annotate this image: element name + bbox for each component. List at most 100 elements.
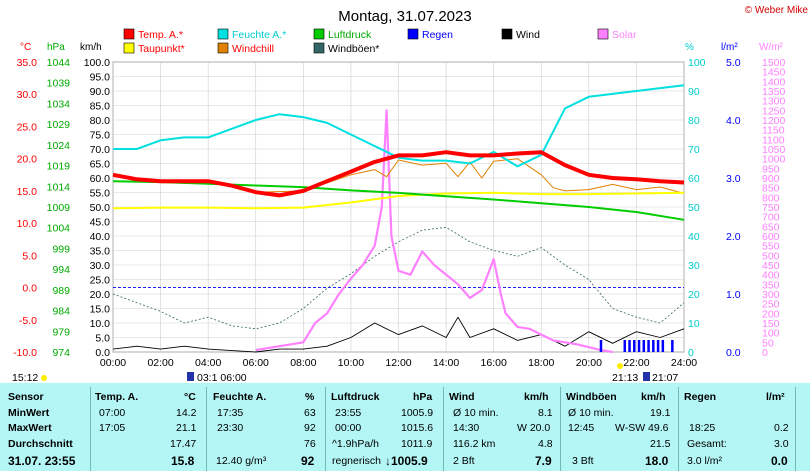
pressure-tick: 989 (52, 285, 70, 297)
gust-avg: 21.5 (650, 438, 671, 450)
solar-tick: 1350 (762, 86, 786, 98)
wind-tick: 90.0 (90, 86, 111, 98)
solar-tick: 500 (762, 250, 780, 262)
temp-min-time: 07:00 (99, 407, 126, 419)
wind-tick: 65.0 (90, 159, 111, 171)
legend-label: Temp. A.* (138, 29, 183, 41)
rain-tick: 5.0 (726, 57, 741, 69)
pressure-unit: hPa (413, 391, 433, 403)
humidity-unit: % (305, 391, 315, 403)
wind-tick: 5.0 (95, 333, 110, 345)
pressure-tick: 1014 (47, 181, 71, 193)
legend-swatch (217, 42, 229, 54)
wind-tick: 25.0 (90, 275, 111, 287)
gust-header: Windböen (566, 391, 617, 403)
wind-tick: 20.0 (90, 289, 111, 301)
legend-label: Feuchte A.* (232, 29, 286, 41)
row-label-current: 31.07. 23:55 (8, 454, 76, 468)
wind-tick: 70.0 (90, 144, 111, 156)
row-label-min: MinWert (8, 407, 50, 419)
legend-swatch (217, 28, 229, 40)
series-layer (112, 84, 685, 354)
x-tick: 00:00 (100, 357, 126, 369)
rain-tick: 1.0 (726, 289, 741, 301)
x-tick: 06:00 (243, 357, 269, 369)
wind-series-line (112, 316, 685, 353)
temp-series-line (112, 150, 685, 198)
humidity-tick: 90 (688, 86, 700, 98)
rain-max: 0.2 (774, 422, 789, 434)
sun-icon (41, 375, 47, 381)
pressure-tick: 994 (52, 264, 70, 276)
legend: Temp. A.* Feuchte A.* Luftdruck Regen Wind So… (123, 28, 637, 55)
pressure-current: ↓1005.9 (385, 454, 428, 468)
humidity-unit-label: % (685, 42, 694, 53)
temp-unit: °C (184, 391, 196, 403)
gust-avg10-label: Ø 10 min. (568, 407, 614, 419)
status-time: 15:12 (12, 372, 38, 383)
x-tick: 10:00 (338, 357, 364, 369)
legend-label: Windböen* (328, 43, 379, 55)
temp-tick: 10.0 (17, 218, 38, 230)
gust-max: W-SW 49.6 (615, 422, 669, 434)
wind-tick: 10.0 (90, 318, 111, 330)
pressure-unit-label: hPa (47, 42, 65, 53)
rain-bar (661, 340, 665, 352)
wind-tick: 45.0 (90, 217, 111, 229)
temp-tick: 15.0 (17, 186, 38, 198)
pressure-tick: 1004 (47, 223, 71, 235)
humidity-current: 92 (301, 454, 315, 468)
temp-max: 21.1 (176, 422, 197, 434)
wind-header: Wind (449, 391, 475, 403)
row-label-max: MaxWert (8, 422, 52, 434)
wind-unit-label: km/h (80, 42, 102, 53)
solar-tick: 950 (762, 163, 780, 175)
wind-tick: 75.0 (90, 130, 111, 142)
rain-bar (656, 340, 660, 352)
wind-current: 7.9 (535, 454, 552, 468)
rain-tick: 2.0 (726, 231, 741, 243)
wind-distance: 116.2 km (453, 438, 496, 450)
rain-bar (628, 340, 631, 352)
humidity-max: 92 (304, 422, 316, 434)
stats-panel: Sensor MinWert MaxWert Durchschnitt 31.0… (0, 383, 810, 471)
solar-tick: 1300 (762, 96, 786, 108)
humidity-max-time: 23:30 (217, 422, 244, 434)
dewpoint-series-line (112, 191, 685, 210)
solar-tick: 1450 (762, 67, 786, 79)
wind-unit: km/h (524, 391, 549, 403)
rain-tick: 4.0 (726, 115, 741, 127)
solar-unit-label: W/m² (759, 42, 784, 53)
solar-tick: 1400 (762, 76, 786, 88)
temp-min: 14.2 (176, 407, 197, 419)
humidity-abs: 12.40 g/m³ (216, 455, 267, 467)
x-tick: 22:00 (623, 357, 649, 369)
pressure-min: 1005.9 (401, 407, 434, 419)
pressure-tick: 1019 (47, 161, 71, 173)
pressure-tick: 1024 (47, 140, 71, 152)
solar-tick: 600 (762, 231, 780, 243)
solar-tick: 200 (762, 308, 780, 320)
rain-bar (652, 340, 655, 352)
divider (206, 387, 207, 471)
humidity-series-line (113, 84, 685, 168)
wind-tick: 35.0 (90, 246, 111, 258)
pressure-tick: 984 (52, 306, 70, 318)
x-tick: 08:00 (290, 357, 316, 369)
divider (443, 387, 444, 471)
pressure-header: Luftdruck (331, 391, 380, 403)
wind-tick: 15.0 (90, 304, 111, 316)
rain-unit-label: l/m² (721, 42, 738, 53)
legend-label: Solar (612, 29, 637, 41)
wind-avg10: 8.1 (538, 407, 553, 419)
pressure-tick: 974 (52, 347, 70, 359)
rain-bar (623, 340, 627, 352)
solar-tick: 900 (762, 173, 780, 185)
temp-avg: 17.47 (170, 438, 197, 450)
rain-max-time: 18:25 (689, 422, 716, 434)
solar-tick: 250 (762, 299, 780, 311)
x-tick: 16:00 (481, 357, 507, 369)
gust-current: 18.0 (645, 454, 669, 468)
humidity-tick: 100 (688, 57, 706, 69)
wind-tick: 85.0 (90, 101, 111, 113)
